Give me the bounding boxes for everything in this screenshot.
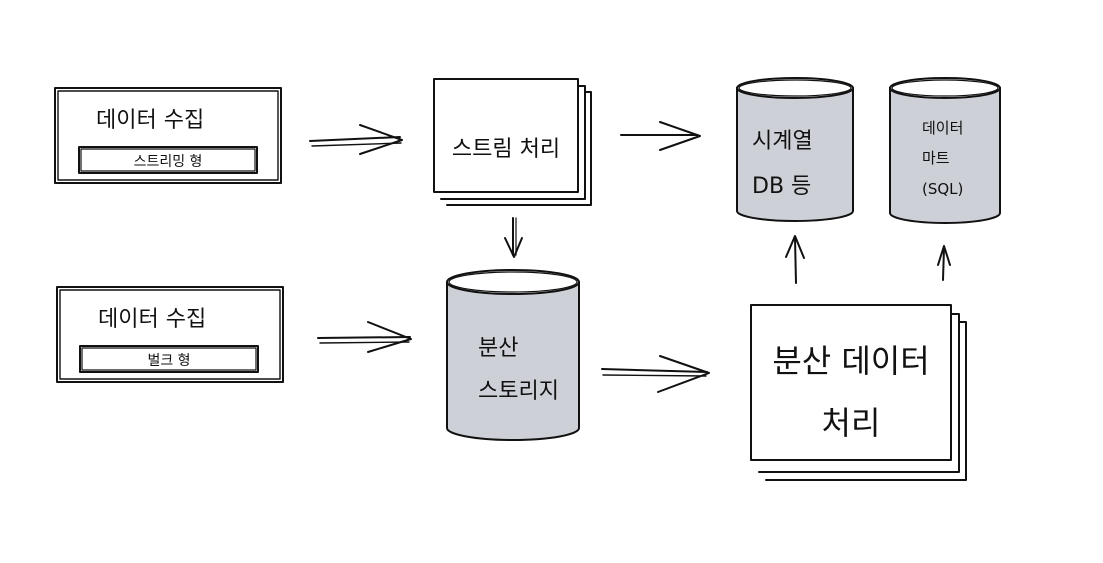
arrow-processing-to-timeseries: [785, 235, 805, 284]
collect-bulk-box: [56, 286, 284, 383]
arrow-stream-processing-to-timeseries: [620, 121, 701, 151]
arrow-collect-stream-to-stream-processing: [309, 124, 403, 155]
distributed-processing-stack: [750, 304, 967, 481]
collect-stream-box: [54, 87, 282, 184]
stream-processing-stack: [433, 78, 592, 206]
arrow-storage-to-distributed-processing: [601, 355, 710, 393]
timeseries-db-cylinder: [736, 77, 854, 222]
distributed-storage-cylinder: [446, 269, 580, 441]
arrow-processing-to-data-mart: [937, 245, 951, 281]
arrow-collect-bulk-to-storage: [317, 321, 412, 353]
streaming-tag-box: [78, 146, 258, 174]
arrow-stream-processing-to-storage: [504, 217, 523, 258]
data-mart-cylinder: [889, 77, 1001, 224]
bulk-tag-box: [79, 345, 259, 373]
